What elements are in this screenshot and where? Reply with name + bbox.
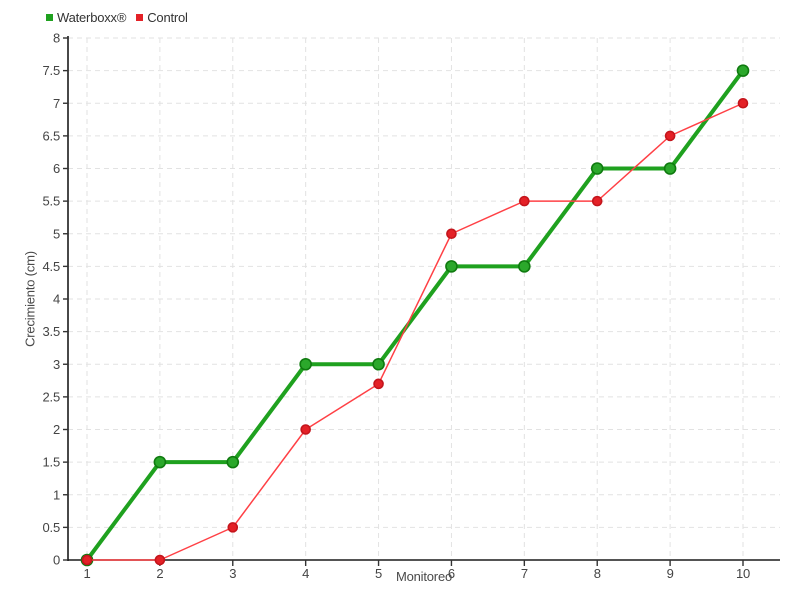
legend-item-control[interactable]: Control <box>136 10 188 25</box>
legend-item-waterboxx[interactable]: Waterboxx® <box>46 10 126 25</box>
x-tick-label: 9 <box>667 566 674 581</box>
x-tick-label: 3 <box>229 566 236 581</box>
legend-label-waterboxx: Waterboxx® <box>57 10 127 25</box>
series-line <box>86 102 744 561</box>
data-point-marker <box>372 357 385 371</box>
y-tick-label: 3 <box>53 357 60 372</box>
data-point-marker <box>154 554 166 566</box>
data-point-marker <box>373 378 384 390</box>
data-point-marker <box>591 195 603 207</box>
data-point-marker <box>664 130 676 142</box>
y-tick-label: 5 <box>53 226 60 241</box>
y-tick-label: 7.5 <box>43 63 60 78</box>
x-tick-label: 4 <box>302 566 309 581</box>
legend-swatch-waterboxx <box>46 14 53 21</box>
y-tick-label: 4.5 <box>43 259 60 274</box>
y-tick-label: 1.5 <box>43 455 60 470</box>
data-point-marker <box>446 228 457 240</box>
x-tick-label: 6 <box>448 566 455 581</box>
legend-label-control: Control <box>147 10 188 25</box>
y-tick-label: 0.5 <box>43 520 60 535</box>
y-tick-label: 2 <box>53 422 60 437</box>
y-tick-label: 4 <box>53 292 60 307</box>
data-point-marker <box>737 97 749 109</box>
y-tick-label: 6.5 <box>43 128 60 143</box>
y-tick-label: 8 <box>53 31 60 46</box>
data-point-marker <box>81 554 93 566</box>
gridlines <box>68 37 780 560</box>
data-point-marker <box>300 424 311 435</box>
chart-legend: Waterboxx® Control <box>46 10 188 25</box>
x-tick-label: 5 <box>375 566 382 581</box>
data-point-marker <box>736 64 750 77</box>
y-tick-label: 0 <box>53 553 60 568</box>
x-tick-label: 2 <box>156 566 163 581</box>
series-waterboxx <box>80 64 750 567</box>
x-tick-label: 8 <box>594 566 601 581</box>
data-point-marker <box>445 260 458 273</box>
data-point-marker <box>663 162 677 175</box>
data-point-marker <box>299 357 312 371</box>
x-tick-label: 7 <box>521 566 528 581</box>
legend-swatch-control <box>136 14 144 21</box>
series-control <box>81 97 749 566</box>
x-axis-title: Monitoreo <box>395 569 453 584</box>
data-point-marker <box>226 455 240 469</box>
y-tick-label: 2.5 <box>43 389 60 404</box>
y-tick-label: 7 <box>53 96 60 111</box>
data-point-marker <box>518 260 531 273</box>
y-tick-label: 6 <box>53 161 60 176</box>
x-tick-label: 1 <box>83 566 90 581</box>
y-tick-label: 1 <box>53 487 60 502</box>
y-tick-label: 5.5 <box>43 194 60 209</box>
data-point-marker <box>519 195 530 207</box>
data-point-marker <box>590 162 604 175</box>
series-line <box>85 68 745 562</box>
y-axis-ticks: 0 0.5 1 1.5 2 2.5 3 3.5 4 4.5 5 5.5 6 6.5 7 7.5 8 <box>43 31 68 568</box>
data-point-marker <box>153 455 167 469</box>
data-point-marker <box>227 522 239 533</box>
y-axis-title: Crecimiento (cm) <box>22 251 38 347</box>
x-tick-label: 10 <box>736 566 750 581</box>
y-tick-label: 3.5 <box>43 324 60 339</box>
